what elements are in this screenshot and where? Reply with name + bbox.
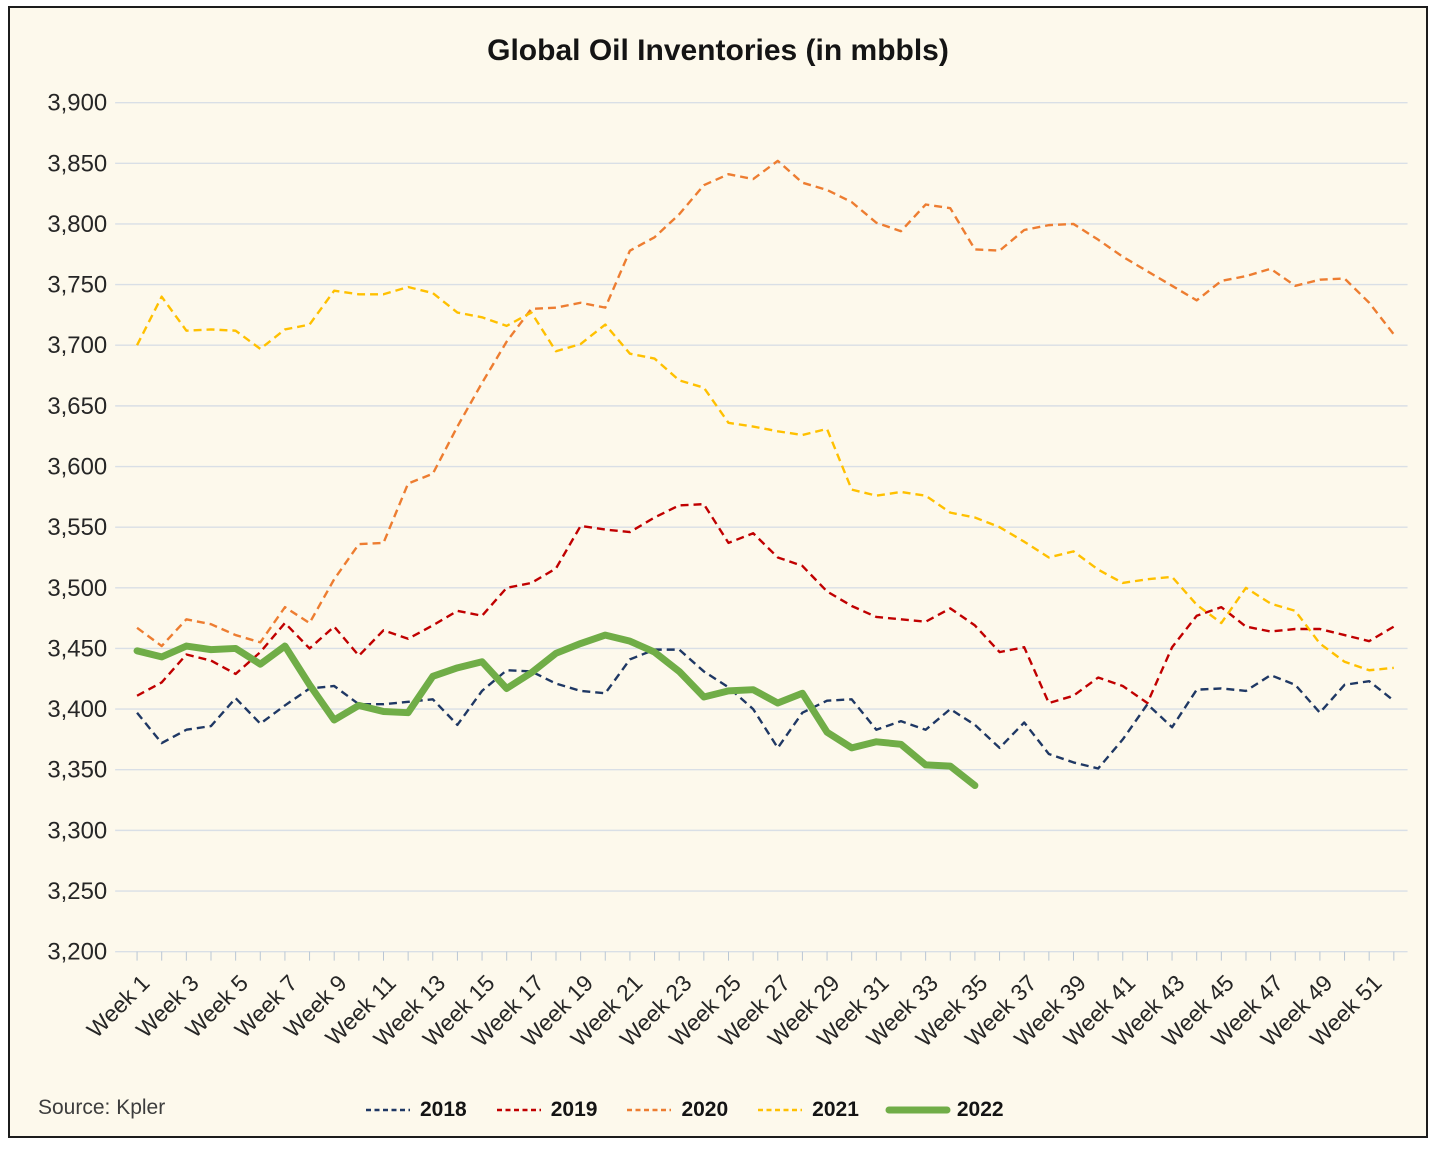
series-2019-line [136,502,1395,705]
y-axis-tick-label: 3,750 [47,272,107,299]
legend-label-2018: 2018 [420,1098,467,1121]
y-axis-tick-label: 3,500 [47,575,107,602]
y-axis-tick-label: 3,800 [47,211,107,238]
y-axis-tick-label: 3,250 [47,878,107,905]
legend-swatch-2018 [366,1108,410,1112]
legend-label-2019: 2019 [550,1098,598,1121]
series-2018-line [136,648,1395,770]
series-2021-line [135,285,1394,672]
legend-item-2022: 2022 [885,1098,1004,1122]
legend-item-2018: 2018 [362,1098,467,1122]
legend-label-2022: 2022 [956,1098,1004,1121]
legend-item-2019: 2019 [493,1098,598,1122]
legend-swatch-2022 [885,1106,951,1114]
legend-label-2021: 2021 [812,1098,859,1121]
legend-item-2021: 2021 [754,1098,859,1122]
y-axis-tick-label: 3,300 [47,817,107,844]
legend-label-2020: 2020 [681,1098,729,1121]
legend: 2018 2019 2020 2021 2022 [362,1090,1004,1130]
y-axis-tick-label: 3,550 [47,514,107,541]
series-2020-line [136,159,1395,648]
series-2022-line [133,631,979,790]
legend-swatch-2020 [627,1108,672,1112]
chart-svg: 3,900 3,850 3,800 3,750 3,700 3,650 3,600 3,550… [47,90,1408,1052]
source-label: Source: Kpler [38,1096,166,1119]
chart-title: Global Oil Inventories (in mbbls) [487,34,949,67]
legend-item-2020: 2020 [623,1098,728,1122]
chart-container: Global Oil Inventories (in mbbls) 3,900 3… [8,6,1428,1138]
y-axis-tick-label: 3,600 [47,453,107,480]
chart-footer: Source: Kpler 2018 2019 2020 2021 2022 [10,1090,1426,1130]
y-axis-tick-label: 3,200 [47,939,107,966]
y-axis-tick-label: 3,700 [47,332,107,359]
y-axis-tick-label: 3,650 [47,393,107,420]
y-axis-tick-label: 3,400 [47,696,107,723]
y-axis-tick-label: 3,350 [47,757,107,784]
legend-swatch-2019 [496,1108,541,1112]
y-axis-tick-label: 3,450 [47,635,107,662]
y-axis-tick-label: 3,850 [47,150,107,177]
y-axis-tick-label: 3,900 [47,90,107,117]
legend-swatch-2021 [758,1108,803,1112]
